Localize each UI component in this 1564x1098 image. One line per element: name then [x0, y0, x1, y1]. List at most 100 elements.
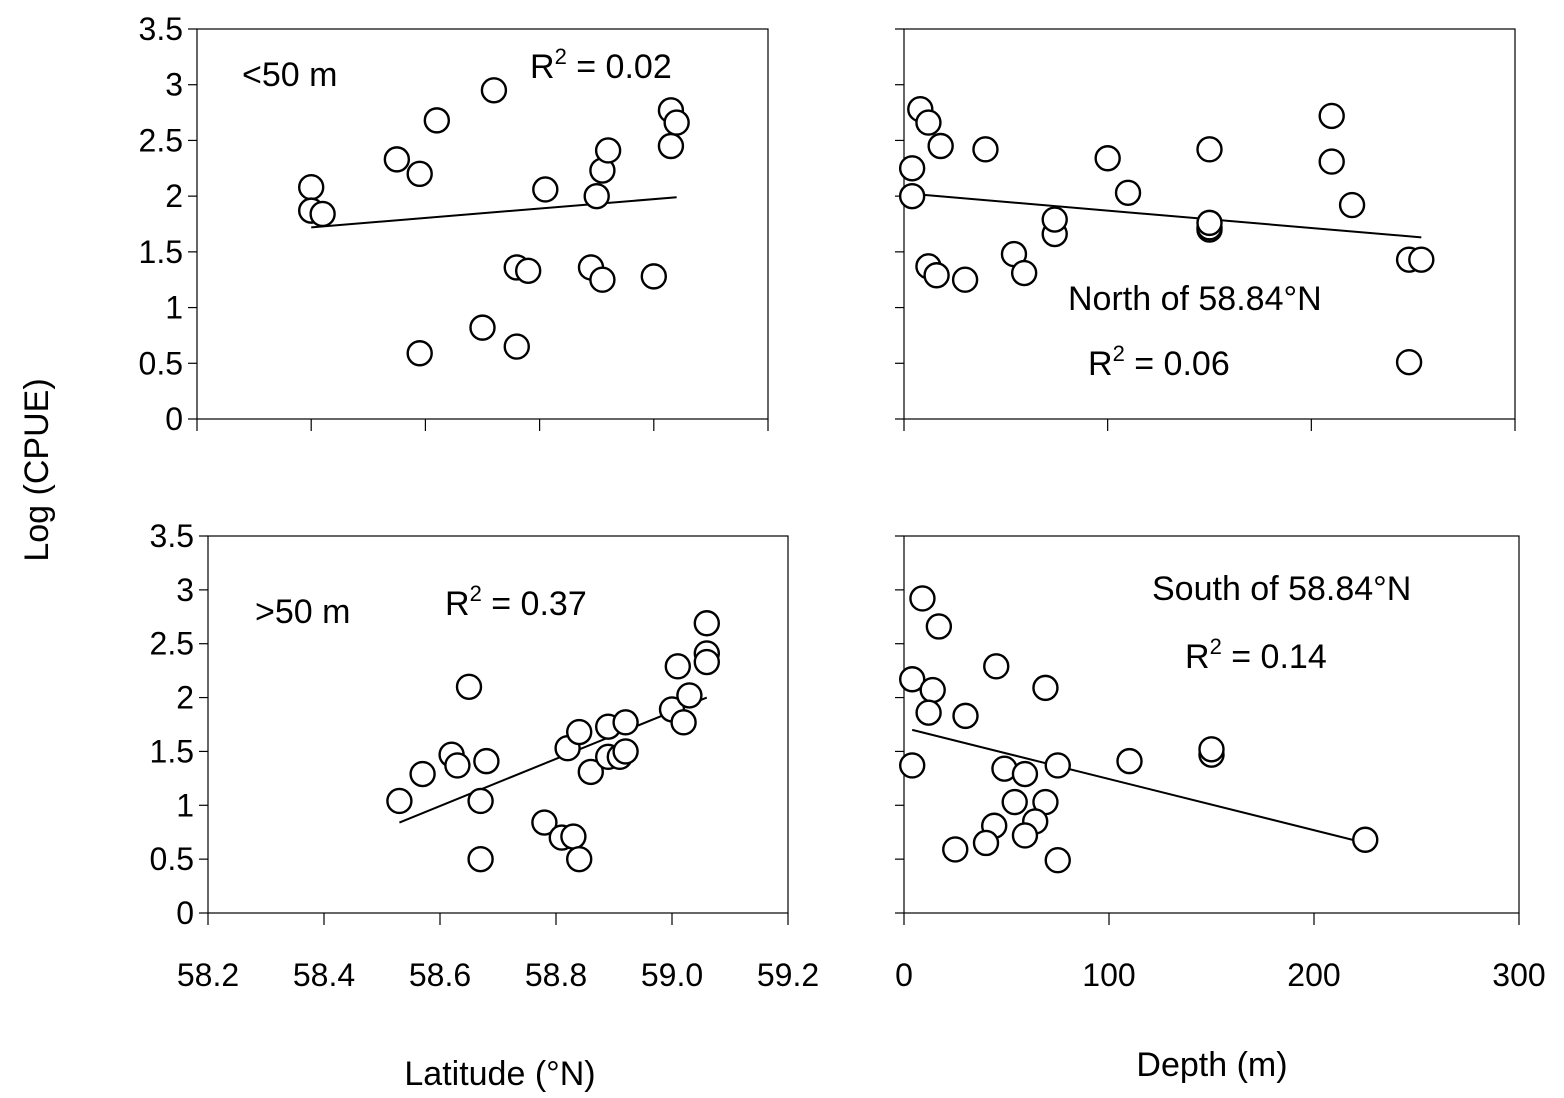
panel-top-right-data-point	[915, 109, 942, 136]
panel-top-right-data-point	[898, 182, 926, 210]
panel-bottom-right-data-point	[952, 702, 979, 730]
panel-bottom-right-data-point	[1044, 752, 1071, 779]
panel-top-left-data-point	[663, 109, 690, 136]
panel-top-right-data-point	[1114, 179, 1142, 207]
panel-bottom-right-data-point	[983, 653, 1010, 680]
panel-bottom-left-xtick-label: 58.4	[293, 957, 355, 993]
panel-top-right-r-squared: R2 = 0.06	[1088, 341, 1230, 383]
panel-top-right-trend-line	[912, 192, 1422, 239]
panel-bottom-left-data-point	[444, 752, 471, 779]
panel-bottom-right-data-point	[919, 676, 946, 704]
panel-top-right-data-point	[1318, 102, 1345, 130]
panel-bottom-left-data-point	[693, 610, 720, 637]
panel-top-right-data-point	[1041, 206, 1068, 233]
panel-bottom-right-data-point	[942, 836, 969, 863]
panel-bottom-right-data-point	[915, 699, 942, 726]
panel-bottom-right-annotation: South of 58.84°N	[1152, 570, 1411, 608]
panel-bottom-left-xtick-label: 59.0	[641, 957, 703, 993]
panel-bottom-right-r-squared: R2 = 0.14	[1185, 634, 1327, 676]
panel-bottom-right-data-point	[909, 585, 936, 612]
panel-bottom-left-xtick-label: 59.2	[757, 957, 819, 993]
panel-bottom-left-data-point	[612, 709, 639, 736]
panel-bottom-left-ytick-label: 3	[176, 572, 194, 608]
panel-bottom-left-data-point	[473, 747, 500, 775]
panel-top-left-ytick-label: 0	[165, 401, 183, 437]
panel-bottom-right-data-point	[1032, 674, 1059, 702]
panel-bottom-left-xtick-label: 58.6	[409, 957, 471, 993]
panel-bottom-left-data-point	[566, 845, 593, 873]
panel-bottom-right-data-point	[1198, 736, 1225, 763]
panel-bottom-left-data-point	[693, 648, 720, 676]
panel-bottom-left-data-point	[455, 673, 483, 700]
panel-bottom-left-ytick-label: 1	[176, 787, 194, 823]
panel-top-right-annotation: North of 58.84°N	[1068, 280, 1322, 318]
panel-bottom-right-data-point	[1116, 747, 1143, 775]
panel-top-right-data-point	[972, 136, 999, 163]
panel-top-left-annotation: <50 m	[242, 56, 337, 94]
panel-top-left-ytick-label: 0.5	[139, 345, 183, 381]
panel-top-left-ytick-label: 2.5	[139, 122, 183, 158]
panel-bottom-left-data-point	[467, 787, 494, 815]
panel-top-left-data-point	[583, 182, 610, 210]
panel-bottom-right-xtick-label: 200	[1287, 957, 1340, 993]
panel-bottom-right-xtick-label: 300	[1492, 957, 1545, 993]
panel-bottom-right-data-point	[899, 752, 926, 779]
panel-bottom-right-data-point	[1352, 826, 1379, 853]
panel-top-left-data-point	[514, 257, 542, 284]
panel-bottom-left-ytick-label: 0	[176, 895, 194, 931]
panel-top-left-r-squared: R2 = 0.02	[530, 44, 672, 86]
panel-top-right-data-point	[1408, 246, 1435, 273]
panel-bottom-left-xtick-label: 58.8	[525, 957, 587, 993]
panel-top-left-data-point	[640, 263, 667, 290]
panel-bottom-left-data-point	[566, 718, 593, 746]
panel-top-right-data-point	[1318, 148, 1345, 175]
panel-top-right-data-point	[927, 132, 954, 160]
panel-bottom-right-frame	[903, 535, 1520, 914]
panel-bottom-left-data-point	[670, 709, 697, 736]
panel-bottom-left-data-point	[612, 738, 639, 765]
panel-top-right-data-point	[1395, 348, 1423, 376]
panel-bottom-left-data-point	[467, 845, 494, 873]
panel-top-right-data-point	[923, 262, 950, 289]
panel-bottom-left-ytick-label: 2.5	[150, 626, 194, 662]
panel-top-left-ytick-label: 1	[165, 290, 183, 326]
panel-top-left-data-point	[423, 107, 451, 134]
panel-bottom-right-trend-line	[911, 728, 1366, 844]
panel-top-left-ytick-label: 3	[165, 67, 183, 103]
panel-top-left-data-point	[532, 176, 559, 203]
panel-top-left-trend-line	[311, 196, 677, 229]
panel-top-right-data-point	[1338, 191, 1366, 219]
panel-bottom-right-data-point	[1044, 847, 1071, 874]
panel-bottom-left-data-point	[560, 823, 587, 850]
x-axis-label-latitude: Latitude (°N)	[404, 1055, 595, 1093]
panel-top-right-data-point	[951, 266, 979, 293]
panel-top-left-data-point	[480, 77, 508, 104]
panel-top-right-data-point	[1094, 145, 1121, 172]
panel-bottom-right-data-point	[925, 613, 953, 640]
panel-top-left-data-point	[589, 266, 616, 293]
panel-bottom-right-xtick-label: 100	[1082, 957, 1135, 993]
panel-bottom-left-data-point	[676, 682, 703, 709]
panel-top-left-ytick-label: 2	[165, 178, 183, 214]
y-axis-label: Log (CPUE)	[18, 378, 56, 561]
panel-top-left-data-point	[503, 333, 530, 360]
panel-top-left-frame	[196, 28, 769, 420]
panel-bottom-left-data-point	[386, 787, 413, 815]
panel-bottom-left-data-point	[577, 758, 604, 786]
panel-top-left-data-point	[298, 174, 325, 201]
panel-bottom-left-ytick-label: 1.5	[150, 733, 194, 769]
panel-bottom-right-data-point	[1011, 760, 1039, 788]
panel-top-right-data-point	[898, 155, 926, 182]
panel-top-right-frame	[903, 28, 1516, 420]
panel-bottom-left-ytick-label: 2	[176, 680, 194, 716]
panel-bottom-right-xtick-label: 0	[895, 957, 913, 993]
panel-bottom-left-trend-line	[399, 696, 708, 824]
panel-bottom-right-data-point	[899, 666, 926, 693]
panel-bottom-right-data-point	[1001, 788, 1028, 816]
panel-bottom-left-frame	[207, 535, 789, 914]
panel-top-left-data-point	[383, 146, 411, 173]
panel-top-left-ytick-label: 1.5	[139, 234, 183, 270]
panel-bottom-left-data-point	[409, 760, 436, 788]
panel-bottom-left-data-point	[664, 653, 691, 680]
